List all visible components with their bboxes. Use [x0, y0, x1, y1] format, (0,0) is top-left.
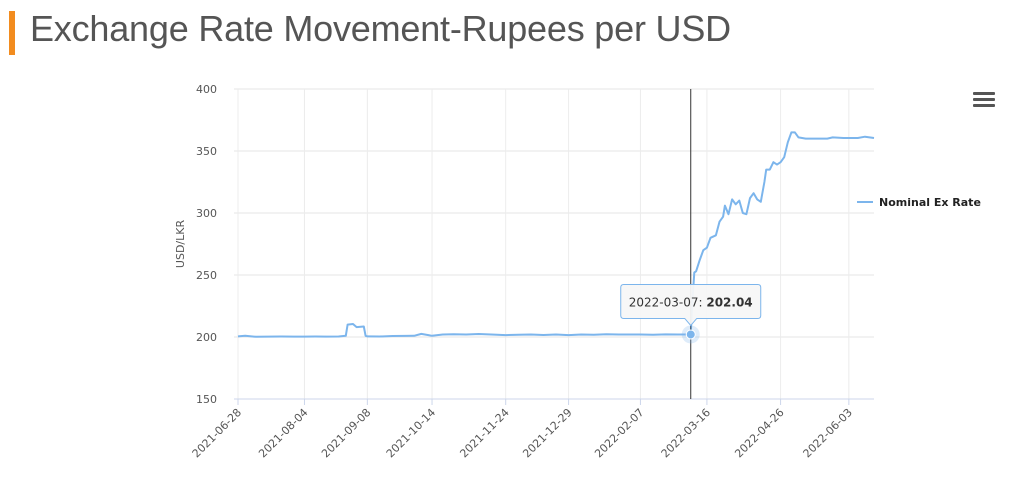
x-tick-label: 2022-04-26 — [732, 406, 786, 460]
x-tick-label: 2022-06-03 — [801, 406, 855, 460]
chart-grid — [234, 88, 874, 400]
y-tick-label: 300 — [196, 207, 217, 220]
y-tick-label: 150 — [196, 393, 217, 406]
y-axis-ticks: 150 200 250 300 350 400 — [196, 83, 217, 406]
chart-legend[interactable]: Nominal Ex Rate — [857, 196, 981, 209]
page-title: Exchange Rate Movement-Rupees per USD — [30, 8, 731, 49]
tooltip-value: 202.04 — [706, 295, 752, 309]
tooltip-box — [620, 283, 762, 327]
y-axis-title: USD/LKR — [174, 220, 187, 269]
tooltip-label: 2022-03-07: 202.04 — [629, 295, 753, 309]
chart-menu-button[interactable] — [973, 92, 995, 110]
chart-series — [237, 131, 875, 338]
y-tick-label: 250 — [196, 269, 217, 282]
chart-tooltip: 2022-03-07: 202.04 — [620, 89, 762, 399]
y-tick-label: 200 — [196, 331, 217, 344]
title-accent-bar — [9, 11, 15, 55]
x-tick-label: 2021-08-04 — [256, 406, 310, 460]
series-line-nominal-ex-rate[interactable] — [237, 131, 875, 338]
tooltip-separator: : — [698, 295, 706, 309]
x-tick-label: 2021-09-08 — [319, 406, 373, 460]
y-tick-label: 400 — [196, 83, 217, 96]
hover-marker[interactable] — [685, 329, 696, 340]
hamburger-icon — [973, 92, 995, 107]
x-tick-label: 2021-10-14 — [384, 406, 438, 460]
x-tick-label: 2021-06-28 — [190, 406, 244, 460]
x-tick-label: 2022-02-07 — [592, 406, 646, 460]
x-tick-label: 2022-03-16 — [659, 406, 713, 460]
y-tick-label: 350 — [196, 145, 217, 158]
legend-item-nominal-ex-rate[interactable]: Nominal Ex Rate — [879, 196, 981, 209]
x-axis-ticks: 2021-06-28 2021-08-04 2021-09-08 2021-10-14… — [190, 399, 855, 460]
x-tick-label: 2021-12-29 — [520, 406, 574, 460]
x-tick-label: 2021-11-24 — [457, 406, 511, 460]
tooltip-date: 2022-03-07 — [629, 295, 699, 309]
